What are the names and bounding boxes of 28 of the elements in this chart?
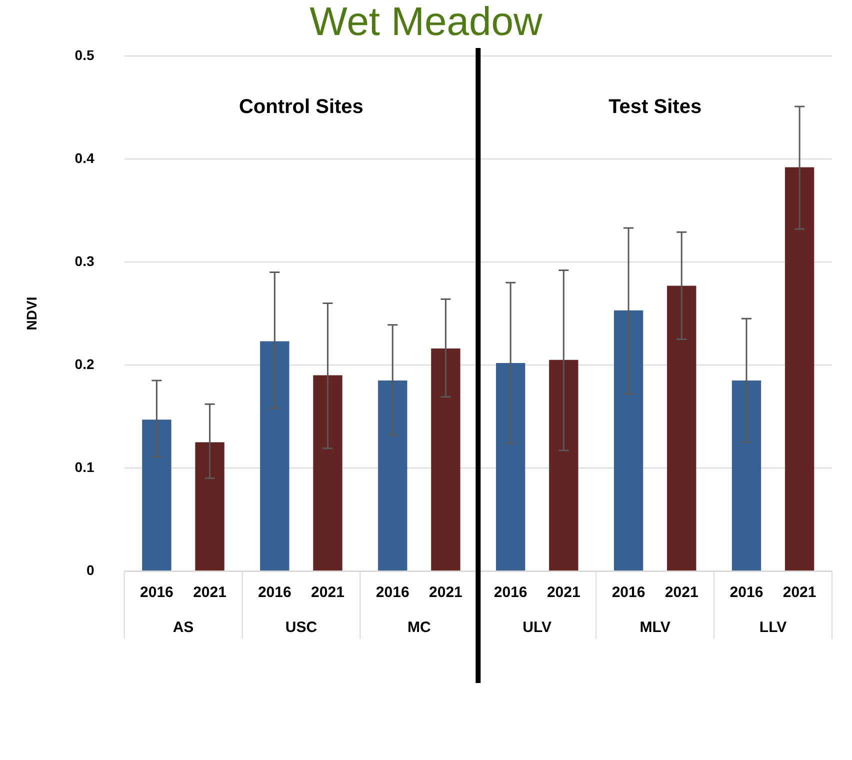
y-tick-label: 0.3 <box>74 252 94 269</box>
x-tick-label: LLV <box>759 619 787 636</box>
y-tick-label: 0.5 <box>74 46 94 63</box>
x-tick-label: ULV <box>522 619 552 636</box>
text: 2021 <box>193 584 226 602</box>
y-tick-label: 0.4 <box>74 150 94 166</box>
text: 2016 <box>494 584 528 602</box>
y-tick-label: 0.2 <box>74 356 94 372</box>
x-tick-label: MC <box>407 619 431 636</box>
text: 2016 <box>140 584 174 602</box>
text: 2021 <box>429 584 462 602</box>
text: 2016 <box>258 584 292 602</box>
text: 2021 <box>311 584 344 602</box>
y-tick-label: 0.1 <box>74 458 94 475</box>
chart-title: Wet Meadow <box>310 0 542 44</box>
x-tick-label: USC <box>285 619 318 636</box>
x-tick-label: MLV <box>640 619 670 636</box>
x-tick-label: AS <box>172 619 194 636</box>
series-label: 2016 <box>612 584 646 602</box>
y-axis-title: NDVI <box>23 296 40 330</box>
text: 2021 <box>664 584 698 602</box>
annotation: Test Sites <box>608 96 702 118</box>
text: 2016 <box>730 584 764 602</box>
text: 2016 <box>376 584 410 602</box>
y-tick-label: 0 <box>86 562 94 578</box>
series-label: 2021 <box>546 584 580 602</box>
text: 2021 <box>782 584 816 602</box>
annotation: Control Sites <box>238 96 364 118</box>
